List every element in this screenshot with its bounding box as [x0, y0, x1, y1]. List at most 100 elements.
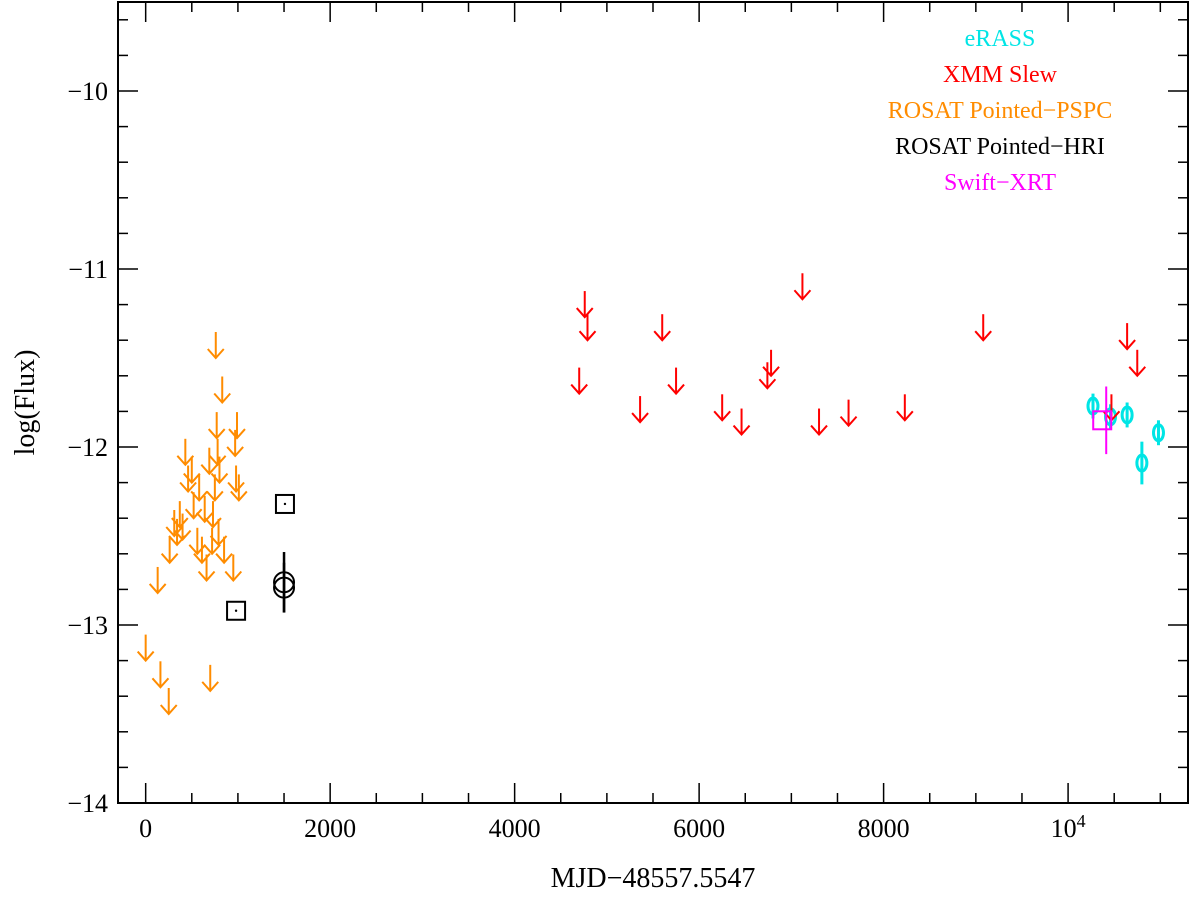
x-tick-label-base: 0: [139, 814, 152, 843]
y-tick-label: −12: [67, 433, 108, 462]
ellipse-marker: [1120, 405, 1134, 425]
upper-limit-arrow: [184, 492, 203, 520]
upper-limit-arrow: [197, 554, 216, 583]
upper-limit-arrow: [136, 634, 155, 663]
legend-entry: ROSAT Pointed−PSPC: [888, 98, 1113, 124]
upper-limit-arrow: [631, 396, 649, 424]
arrow-head: [136, 650, 155, 663]
center-dot: [283, 502, 287, 506]
y-axis-label: log(Flux): [10, 350, 41, 456]
arrow-head: [793, 289, 812, 301]
upper-limit-arrow: [732, 408, 751, 437]
arrow-head: [578, 330, 597, 342]
y-tick-label: −10: [67, 77, 108, 106]
arrow-head: [171, 517, 189, 529]
upper-limit-arrow: [228, 412, 246, 440]
upper-limit-arrow: [762, 349, 780, 378]
upper-limit-arrow: [226, 429, 244, 458]
arrow-head: [575, 307, 594, 319]
axis-tick-labels: 0 2000 4000 6000 8000 104 −14 −13 −12 −11 −10: [67, 77, 1085, 843]
arrow-head: [213, 392, 231, 405]
legend-entry: XMM Slew: [943, 62, 1058, 88]
upper-limit-arrow: [758, 362, 777, 390]
x-tick-label-base: 2000: [304, 814, 356, 843]
arrow-head: [197, 570, 216, 583]
upper-limit-arrow: [171, 501, 189, 529]
x-tick-label: 2000: [304, 814, 356, 843]
upper-limit-arrow: [653, 314, 671, 342]
arrow-head: [190, 490, 208, 502]
hri-circle-point: [273, 562, 296, 613]
upper-limit-arrow: [793, 273, 812, 301]
center-dot: [234, 609, 238, 612]
upper-limit-arrow: [224, 554, 243, 583]
x-tick-label: 4000: [489, 814, 541, 843]
circle-marker: [273, 576, 296, 599]
x-tick-label-base: 8000: [858, 814, 910, 843]
arrow-head: [227, 481, 245, 494]
arrow-head: [224, 570, 243, 583]
upper-limit-arrow: [213, 376, 231, 405]
upper-limit-arrow: [974, 314, 992, 342]
arrow-head: [713, 410, 731, 422]
square-marker: [1092, 410, 1113, 431]
ellipse-marker: [1135, 453, 1149, 473]
x-tick-label-base: 4000: [489, 814, 541, 843]
upper-limit-arrow: [230, 474, 248, 502]
erass-point: [1151, 420, 1165, 446]
arrow-head: [208, 455, 227, 467]
square-marker: [274, 493, 295, 514]
arrow-head: [230, 490, 248, 502]
arrow-head: [210, 472, 229, 485]
arrow-head: [200, 464, 219, 476]
x-axis-label: MJD−48557.5547: [551, 863, 756, 894]
arrow-head: [159, 704, 178, 716]
hri-square-point: [226, 600, 247, 621]
upper-limit-arrow: [1128, 349, 1147, 378]
arrow-head: [206, 490, 224, 502]
upper-limit-arrow: [570, 367, 588, 396]
arrow-head: [207, 428, 226, 440]
arrow-head: [176, 455, 195, 467]
upper-limit-arrow: [713, 394, 731, 422]
ellipse-marker: [1151, 423, 1165, 443]
upper-limit-arrow: [195, 495, 214, 524]
upper-limit-arrow: [215, 536, 233, 565]
arrow-head: [667, 383, 685, 396]
upper-limit-arrow: [578, 314, 597, 342]
arrow-head: [758, 378, 777, 390]
x-tick-label: 8000: [858, 814, 910, 843]
upper-limit-arrow: [176, 438, 195, 467]
arrow-head: [1118, 339, 1136, 351]
arrow-head: [228, 428, 246, 440]
data-marks: [136, 273, 1165, 716]
square-marker: [226, 600, 247, 621]
arrow-head: [151, 677, 170, 689]
arrow-head: [896, 410, 914, 422]
upper-limit-arrow: [839, 399, 858, 428]
arrow-head: [215, 553, 233, 565]
upper-limit-arrow: [148, 566, 167, 595]
upper-limit-arrow: [201, 664, 219, 693]
upper-limit-arrow: [667, 367, 685, 396]
arrow-head: [207, 348, 225, 360]
upper-limit-arrow: [810, 408, 828, 437]
y-tick-label: −13: [67, 611, 108, 640]
upper-limit-arrow: [151, 661, 170, 689]
upper-limit-arrow: [1118, 323, 1136, 351]
legend-entry: eRASS: [965, 26, 1036, 52]
x-tick-label: 104: [1051, 811, 1086, 843]
upper-limit-arrow: [203, 527, 221, 556]
arrow-head: [165, 526, 184, 538]
upper-limit-arrow: [200, 447, 219, 476]
arrow-head: [762, 366, 780, 378]
upper-limit-arrow: [575, 291, 594, 319]
legend-entry: ROSAT Pointed−HRI: [895, 134, 1105, 160]
arrow-head: [653, 330, 671, 342]
upper-limit-arrow: [208, 438, 227, 467]
upper-limit-arrow: [190, 474, 208, 502]
upper-limit-arrow: [227, 465, 245, 494]
arrow-head: [810, 424, 828, 437]
upper-limit-arrow: [159, 688, 178, 716]
